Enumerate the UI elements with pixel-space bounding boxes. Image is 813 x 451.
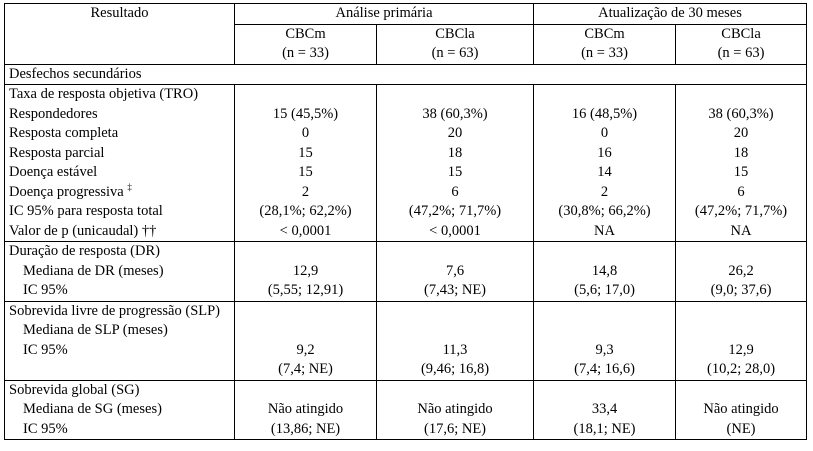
dr-title: Duração de resposta (DR) <box>9 243 160 259</box>
header-col-4: CBCla (n = 63) <box>675 23 808 65</box>
header-group-primary: Análise primária <box>233 3 535 25</box>
header-resultado: Resultado <box>4 3 235 65</box>
header-col-3: CBCm (n = 33) <box>533 23 677 65</box>
header-group-update: Atualização de 30 meses <box>533 3 808 25</box>
section-label: Desfechos secundários <box>3 63 808 85</box>
table-row: Respondedores 15 (45,5%) 38 (60,3%) 16 (… <box>4 104 808 124</box>
tro-title-row: Taxa de resposta objetiva (TRO) <box>4 84 808 105</box>
dr-block: Duração de resposta (DR) Mediana de DR (… <box>4 241 808 302</box>
sg-block: Sobrevida global (SG) Mediana de SG (mes… <box>4 379 808 440</box>
tro-title: Taxa de resposta objetiva (TRO) <box>4 84 235 105</box>
table-row: Resposta parcial 15 18 16 18 <box>4 143 808 163</box>
header-row-groups: Resultado Análise primária Atualização d… <box>4 3 808 65</box>
slp-title: Sobrevida livre de progressão (SLP) <box>9 302 221 319</box>
results-table: Resultado Análise primária Atualização d… <box>3 3 808 440</box>
table-row: Valor de p (unicaudal) †† < 0,0001 < 0,0… <box>4 221 808 242</box>
table-row: Doença estável 15 15 14 15 <box>4 163 808 183</box>
section-row: Desfechos secundários <box>3 63 808 85</box>
header-col-1: CBCm (n = 33) <box>234 23 377 65</box>
header-row-cols: CBCm (n = 33) CBCla (n = 63) CBCm (n = 33) … <box>5 23 808 65</box>
table-row: Resposta completa 0 20 0 20 <box>4 124 808 144</box>
sg-title: Sobrevida global (SG) <box>9 381 140 398</box>
table-row: Doença progressiva ‡ 2 6 2 6 <box>4 181 808 202</box>
table-row: IC 95% para resposta total (28,1%; 62,2%… <box>4 202 808 222</box>
slp-block: Sobrevida livre de progressão (SLP) Medi… <box>4 300 808 381</box>
header-col-2: CBCla (n = 63) <box>375 23 535 65</box>
footnote-marker: ‡ <box>127 181 132 192</box>
